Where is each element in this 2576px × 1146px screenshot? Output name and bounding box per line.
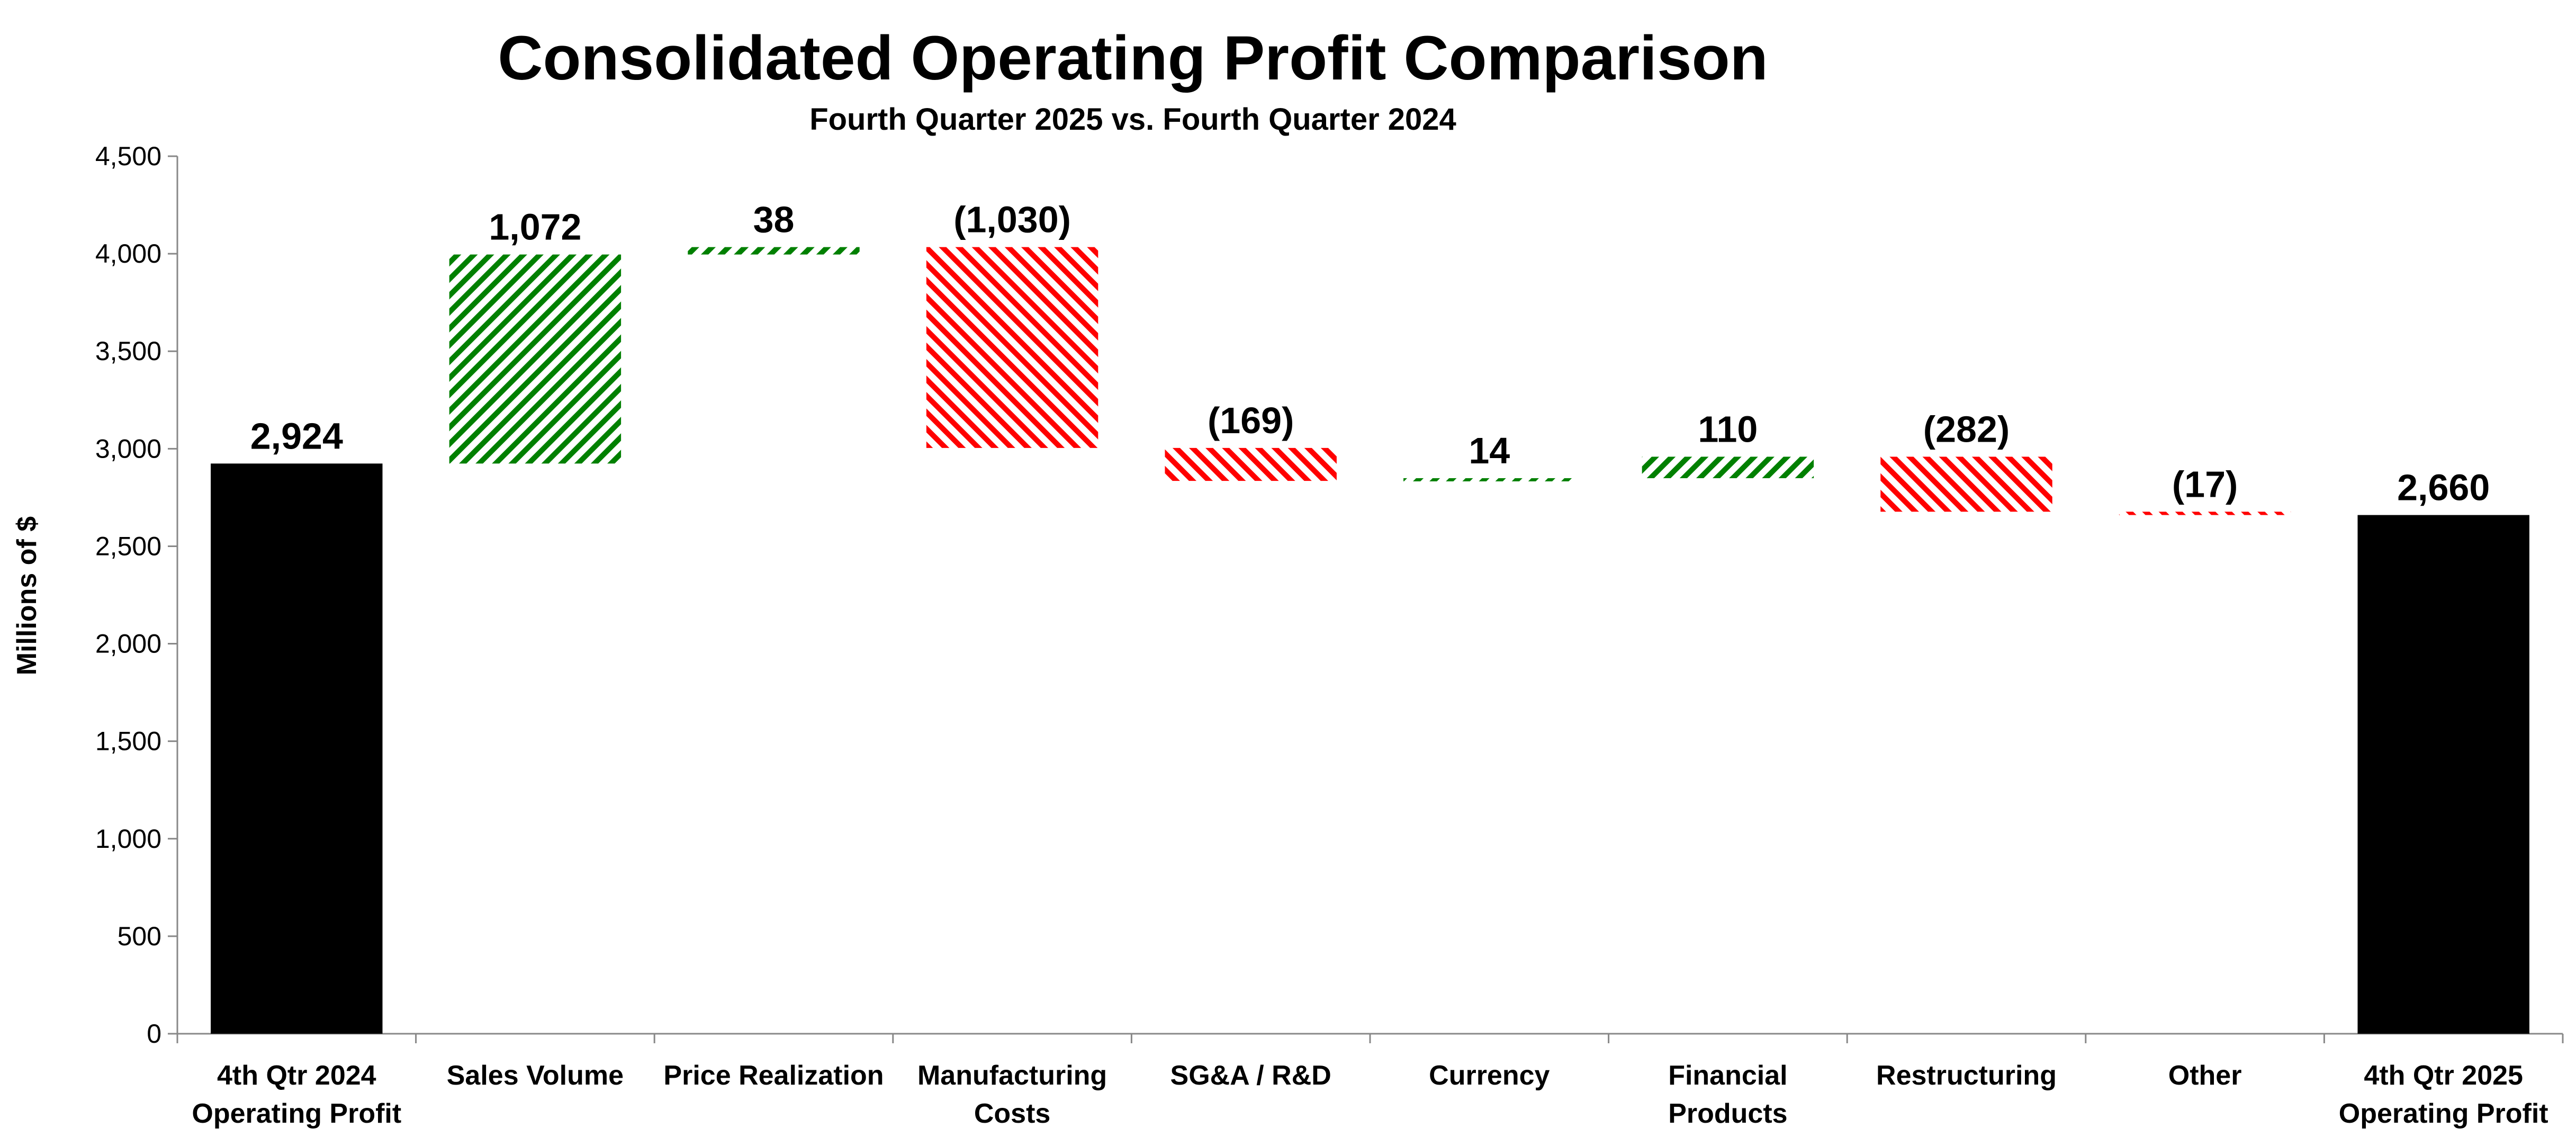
y-tick-label: 3,500	[95, 336, 161, 366]
bar-8	[2119, 512, 2291, 515]
chart-title: Consolidated Operating Profit Comparison	[498, 23, 1768, 93]
y-tick-label: 2,000	[95, 629, 161, 659]
category-label-9: 4th Qtr 2025	[2364, 1060, 2523, 1091]
labels: 2,924 4th Qtr 2024 Operating Profit 1,072 Sa…	[192, 199, 2548, 1129]
value-label-1: 1,072	[489, 207, 581, 248]
bar-9	[2357, 515, 2529, 1034]
value-label-5: 14	[1469, 430, 1510, 471]
bar-5	[1403, 478, 1575, 481]
category-label-3: Manufacturing	[917, 1060, 1107, 1091]
bar-4	[1165, 447, 1337, 481]
bar-7	[1880, 456, 2052, 512]
bars	[211, 247, 2529, 1034]
bar-3	[926, 247, 1098, 448]
bar-0	[211, 463, 383, 1034]
category-label-5: Currency	[1429, 1060, 1550, 1091]
category-label-9: Operating Profit	[2339, 1098, 2548, 1129]
value-label-3: (1,030)	[953, 199, 1071, 240]
y-tick-label: 4,500	[95, 141, 161, 171]
chart-subtitle: Fourth Quarter 2025 vs. Fourth Quarter 2…	[809, 102, 1456, 137]
category-label-6: Products	[1668, 1098, 1787, 1129]
category-label-2: Price Realization	[663, 1060, 884, 1091]
category-label-3: Costs	[974, 1098, 1050, 1129]
value-label-6: 110	[1698, 408, 1758, 450]
category-label-0: 4th Qtr 2024	[217, 1060, 376, 1091]
category-label-7: Restructuring	[1876, 1060, 2057, 1091]
value-label-7: (282)	[1923, 408, 2010, 450]
y-tick-label: 1,500	[95, 727, 161, 756]
bar-1	[449, 254, 622, 464]
value-label-2: 38	[753, 199, 795, 240]
y-tick-label: 0	[147, 1019, 161, 1049]
y-tick-label: 500	[118, 921, 161, 951]
y-tick-label: 3,000	[95, 434, 161, 463]
category-label-6: Financial	[1668, 1060, 1787, 1091]
y-tick-label: 1,000	[95, 824, 161, 854]
value-label-4: (169)	[1208, 400, 1294, 441]
value-label-0: 2,924	[250, 415, 343, 456]
category-label-4: SG&A / R&D	[1170, 1060, 1331, 1091]
y-axis-label: Millions of $	[12, 516, 42, 676]
category-label-0: Operating Profit	[192, 1098, 401, 1129]
y-tick-label: 2,500	[95, 531, 161, 561]
value-label-8: (17)	[2172, 463, 2238, 505]
category-label-1: Sales Volume	[447, 1060, 624, 1091]
bar-2	[688, 247, 860, 255]
axes: 0 500 1,000 1,500 2,000 2,500 3,000 3,500 4,000 4…	[95, 141, 2564, 1049]
category-label-8: Other	[2168, 1060, 2242, 1091]
y-tick-label: 4,000	[95, 239, 161, 268]
bar-6	[1642, 456, 1814, 478]
value-label-9: 2,660	[2397, 467, 2490, 508]
